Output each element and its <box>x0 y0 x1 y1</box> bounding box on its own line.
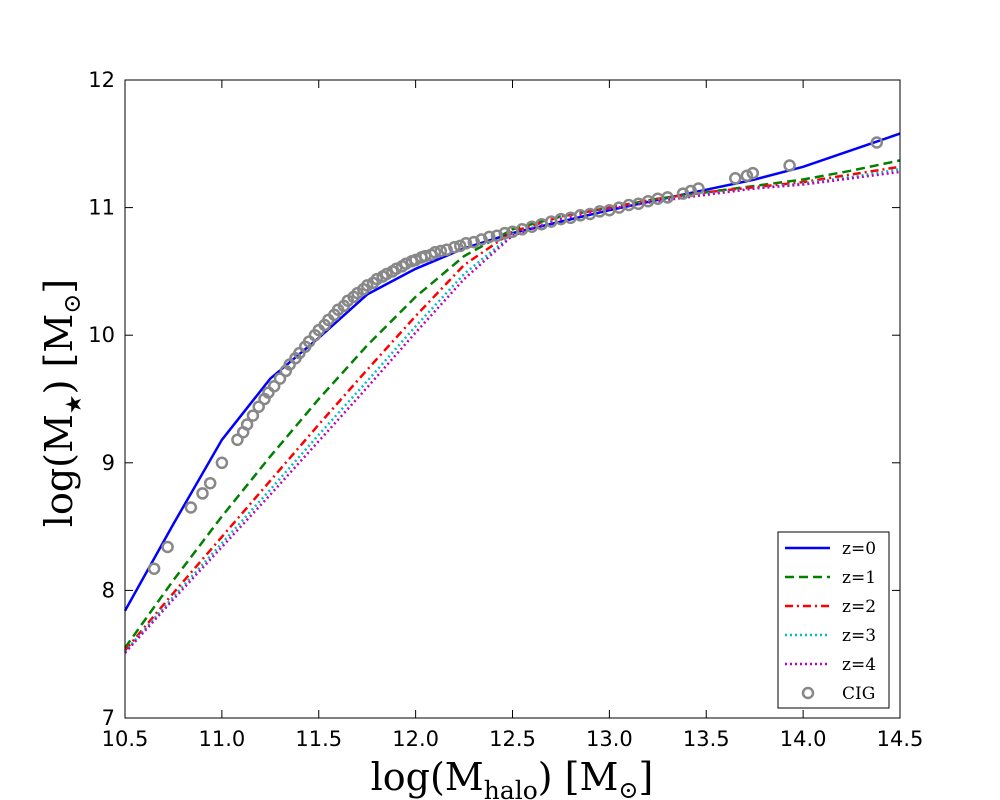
cig-point <box>184 501 198 514</box>
x-axis-title-sun: ⊙ <box>618 776 638 800</box>
y-axis: 7 8 9 10 11 12 <box>88 68 900 730</box>
x-axis-title-close: ] <box>639 755 654 799</box>
cig-point <box>428 246 442 259</box>
y-tick-label: 11 <box>88 196 115 220</box>
cig-point <box>360 279 374 292</box>
x-tick-label: 10.5 <box>102 727 149 751</box>
cig-point <box>467 235 481 249</box>
x-tick-label: 14.0 <box>780 727 827 751</box>
cig-point <box>246 409 260 422</box>
cig-point <box>661 191 674 204</box>
series-line-z4 <box>124 170 901 654</box>
cig-point <box>783 159 796 172</box>
cig-point <box>676 187 690 200</box>
y-tick-label: 8 <box>102 578 115 602</box>
x-tick-label: 13.5 <box>683 727 730 751</box>
x-axis-title: log(Mhalo) [M⊙] <box>371 755 654 800</box>
cig-point <box>267 379 281 393</box>
cig-point <box>498 226 512 240</box>
legend-label: z=4 <box>842 655 876 675</box>
legend: z=0 z=1 z=2 z=3 z=4 CIG <box>777 531 890 709</box>
series-line-z2 <box>124 165 901 652</box>
cig-point <box>147 562 161 575</box>
legend-label: z=2 <box>842 597 876 617</box>
y-axis-title-main: log(M <box>37 414 81 527</box>
y-axis-title-sub: ★ <box>62 394 87 414</box>
legend-label: z=3 <box>842 626 876 646</box>
y-tick-label: 9 <box>102 451 115 475</box>
cig-point <box>870 136 884 149</box>
legend-label: z=0 <box>842 539 876 559</box>
y-axis-title-sun: ⊙ <box>58 294 86 314</box>
cig-point <box>448 240 461 254</box>
curves-layer <box>123 132 901 654</box>
cig-point <box>434 244 448 258</box>
cig-point <box>692 182 705 195</box>
cig-point <box>203 476 217 490</box>
y-axis-title: log(M★) [M⊙] <box>37 279 87 527</box>
cig-point <box>440 243 453 256</box>
cig-point <box>161 540 174 554</box>
cig-point <box>273 372 287 385</box>
x-tick-label: 13.0 <box>586 727 633 751</box>
cig-point <box>740 169 754 182</box>
legend-box <box>777 531 890 709</box>
cig-point <box>370 272 384 286</box>
x-axis-title-main: log(M <box>371 755 484 799</box>
x-tick-label: 12.5 <box>489 727 536 751</box>
cig-point <box>483 230 496 244</box>
legend-swatch <box>801 686 815 700</box>
cig-point <box>240 418 254 431</box>
x-axis-title-tail: ) [M <box>538 755 619 799</box>
y-axis-title-tail: ) [M <box>37 314 81 395</box>
x-axis: 10.5 11.0 11.5 12.0 12.5 13.0 13.5 14.0 14.5 <box>102 80 924 751</box>
x-tick-label: 11.5 <box>295 727 342 751</box>
x-tick-label: 12.0 <box>392 727 439 751</box>
y-tick-label: 7 <box>102 706 115 730</box>
y-axis-title-close: ] <box>37 279 81 294</box>
cig-point <box>380 267 393 281</box>
legend-label: z=1 <box>842 568 876 588</box>
y-tick-label: 10 <box>88 323 115 347</box>
cig-point <box>490 229 504 242</box>
cig-point <box>196 487 209 500</box>
cig-point <box>475 233 488 246</box>
x-tick-label: 14.5 <box>877 727 924 751</box>
legend-label: CIG <box>842 684 875 704</box>
cig-point <box>684 184 698 198</box>
x-axis-title-sub: halo <box>484 776 538 800</box>
cig-point <box>459 237 473 250</box>
x-tick-label: 11.0 <box>198 727 245 751</box>
cig-point <box>729 172 742 185</box>
series-line-z1 <box>123 159 901 649</box>
cig-point <box>453 239 467 253</box>
cig-point <box>252 400 265 413</box>
cig-point <box>215 456 229 470</box>
cig-point <box>231 433 244 447</box>
cig-point <box>390 262 403 276</box>
cig-point <box>746 166 760 180</box>
y-tick-label: 12 <box>88 68 115 92</box>
scatter-layer <box>147 136 884 575</box>
